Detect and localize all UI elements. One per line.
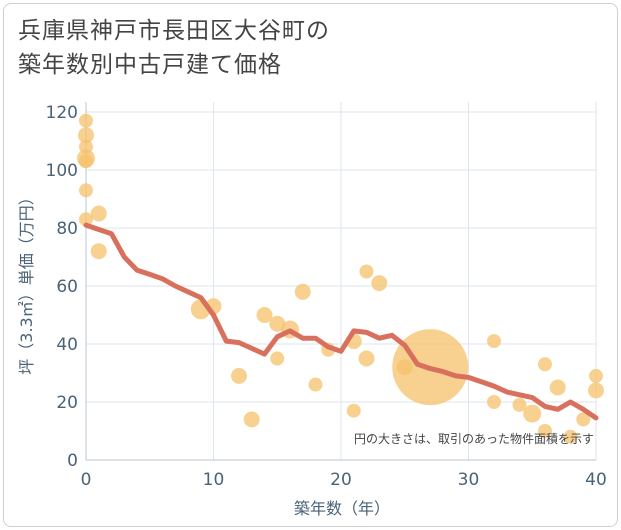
chart-title-line2: 築年数別中古戸建て価格 — [18, 52, 282, 78]
data-bubble — [90, 205, 107, 222]
data-bubble — [270, 351, 285, 366]
data-bubble — [538, 357, 552, 372]
data-bubble — [79, 154, 93, 169]
x-axis-label: 築年数（年） — [294, 499, 390, 518]
y-tick-label: 100 — [46, 161, 78, 181]
size-annotation: 円の大きさは、取引のあった物件面積を示す — [354, 431, 594, 446]
data-bubble — [79, 183, 93, 198]
chart-title-line1: 兵庫県神戸市長田区大谷町の — [18, 18, 330, 44]
data-bubble — [487, 395, 501, 409]
chart-title: 兵庫県神戸市長田区大谷町の 築年数別中古戸建て価格 — [18, 14, 330, 82]
x-tick-label: 0 — [81, 470, 92, 490]
x-tick-label: 30 — [458, 470, 480, 490]
data-bubble — [79, 212, 93, 227]
data-bubble — [549, 379, 566, 396]
y-tick-label: 40 — [56, 335, 78, 355]
data-bubble — [358, 350, 375, 367]
data-bubble — [79, 113, 93, 128]
y-tick-label: 120 — [46, 103, 78, 123]
data-bubble — [589, 368, 603, 383]
y-axis-label: 坪（3.3㎡）単価（万円） — [17, 189, 36, 374]
y-tick-label: 0 — [67, 451, 78, 471]
y-tick-label: 20 — [56, 393, 78, 413]
x-tick-label: 40 — [585, 470, 607, 490]
trend-line — [83, 222, 599, 421]
data-bubble — [588, 382, 604, 399]
x-tick-label: 10 — [203, 470, 225, 490]
data-bubble — [346, 403, 361, 418]
data-bubble — [294, 283, 311, 300]
data-bubble — [256, 307, 273, 323]
data-bubble — [308, 377, 323, 392]
data-bubble — [78, 127, 94, 144]
axis-ticks: 0 20 40 60 80 100 120 0 10 20 30 40 — [46, 103, 607, 490]
y-tick-label: 80 — [56, 219, 78, 239]
data-bubble — [359, 264, 374, 279]
data-bubble — [243, 411, 260, 428]
data-bubble — [512, 397, 527, 412]
data-bubble — [538, 424, 552, 438]
data-bubble — [487, 334, 501, 349]
y-tick-label: 60 — [56, 277, 78, 297]
x-tick-label: 20 — [330, 470, 352, 490]
data-bubble — [523, 404, 542, 423]
data-bubble — [563, 429, 578, 444]
data-bubble — [269, 315, 286, 332]
data-bubble — [371, 275, 388, 292]
data-bubble — [90, 243, 107, 260]
chart-frame — [3, 3, 618, 527]
data-bubble — [576, 412, 591, 427]
trend-line-series — [83, 222, 599, 421]
data-bubble — [396, 359, 413, 376]
data-bubble — [79, 139, 93, 154]
data-bubble — [231, 367, 247, 384]
